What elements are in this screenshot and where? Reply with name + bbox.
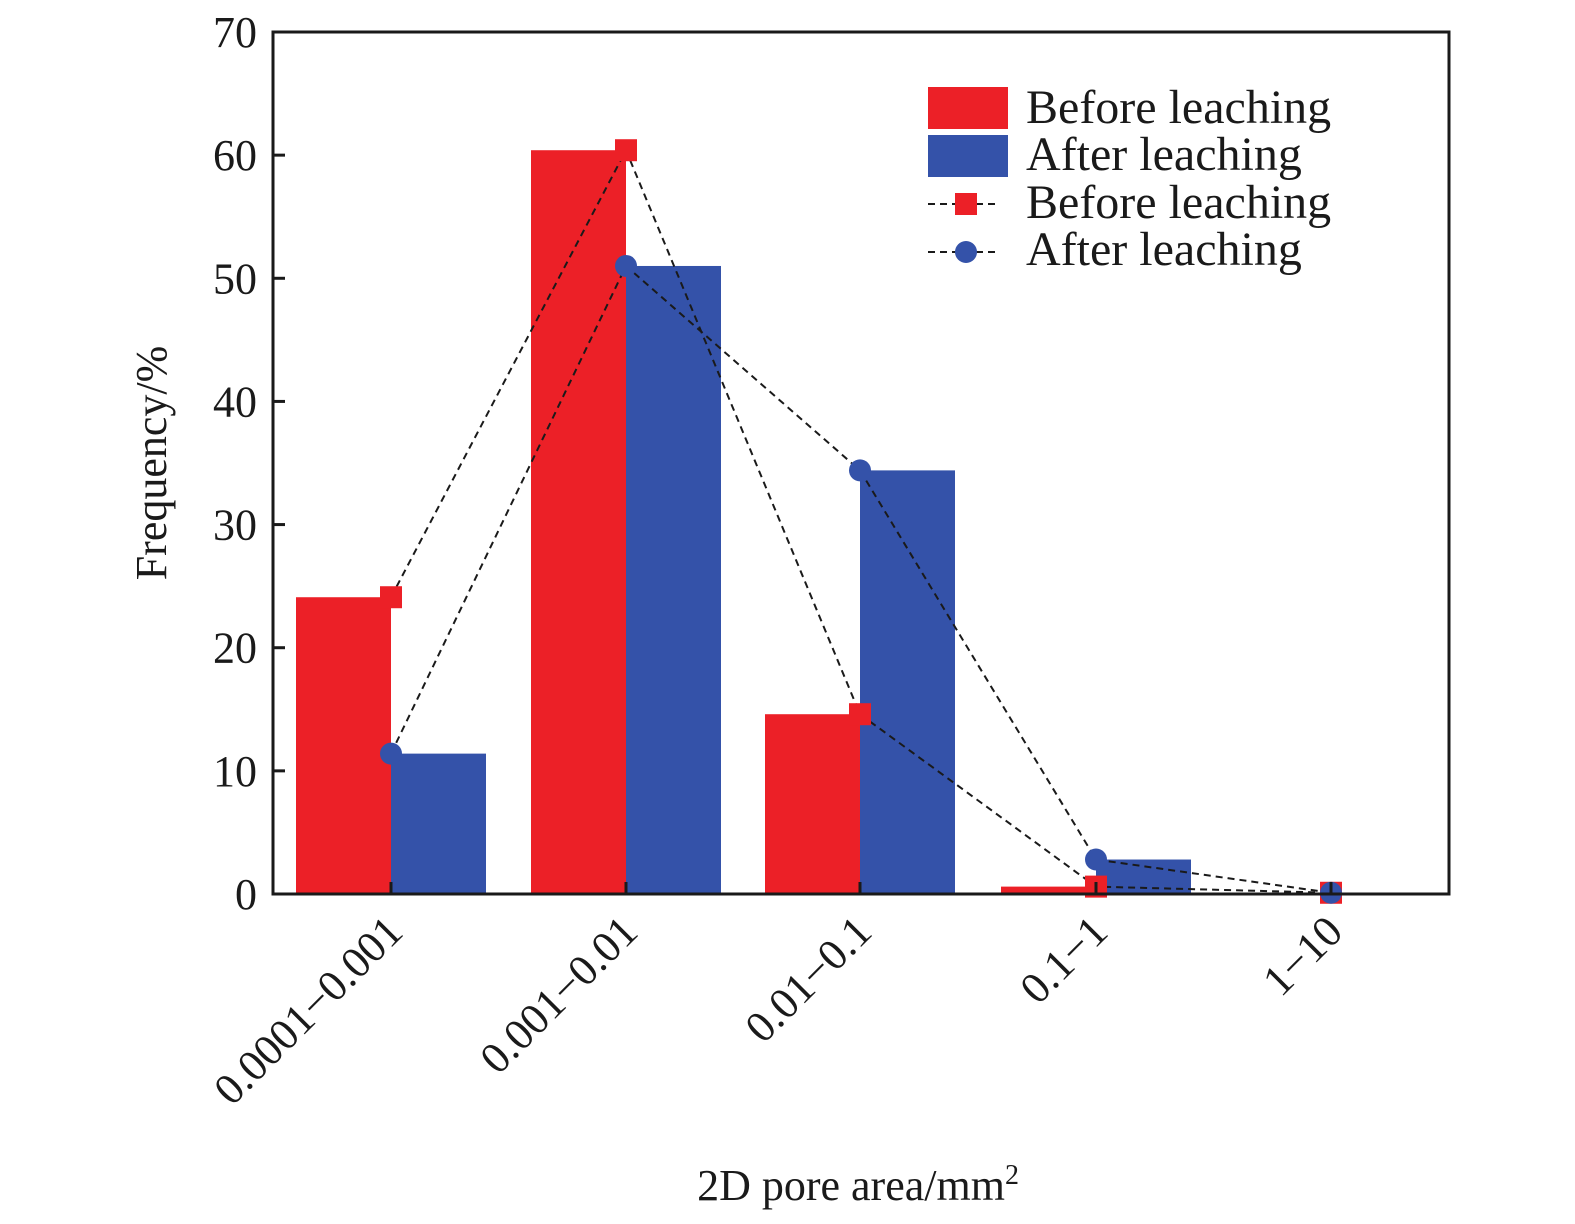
marker-after-1 — [615, 254, 637, 277]
line-before — [390, 147, 1332, 894]
marker-after-0 — [380, 742, 402, 765]
y-tick-label-7: 70 — [213, 8, 257, 57]
legend-label-2: Before leaching — [1026, 176, 1331, 229]
x-tick-label-3: 0.1−1 — [1010, 906, 1117, 1013]
y-tick-label-1: 10 — [213, 747, 257, 796]
y-tick-label-5: 50 — [213, 254, 257, 303]
legend-label-0: Before leaching — [1026, 81, 1331, 134]
legend-label-3: After leaching — [1026, 223, 1302, 276]
x-axis-title-sup: 2 — [1005, 1160, 1019, 1191]
marker-before-1 — [615, 139, 637, 162]
y-tick-label-6: 60 — [213, 131, 257, 180]
marker-before-2 — [849, 703, 871, 726]
x-axis-title: 2D pore area/mm2 — [697, 1160, 1019, 1210]
legend-label-1: After leaching — [1026, 128, 1302, 181]
bar-after-1 — [626, 265, 721, 894]
legend-swatch-after-bar — [928, 135, 1008, 177]
bar-before-3 — [1001, 886, 1096, 894]
marker-before-0 — [380, 586, 402, 609]
bar-before-2 — [765, 714, 860, 894]
x-axis-title-main: 2D pore area/mm — [697, 1161, 1005, 1210]
bar-before-1 — [531, 150, 626, 894]
y-tick-label-3: 30 — [213, 501, 257, 550]
bars-layer — [296, 150, 1426, 894]
marker-after-2 — [849, 459, 871, 482]
y-axis-title: Frequency/% — [127, 346, 176, 581]
x-tick-label-1: 0.001−0.01 — [470, 906, 647, 1083]
legend-marker-before — [955, 193, 977, 215]
x-tick-label-0: 0.0001−0.001 — [204, 906, 412, 1114]
y-tick-label-2: 20 — [213, 624, 257, 673]
x-axis: 0.0001−0.001 0.001−0.01 0.01−0.1 0.1−1 1−10 — [204, 882, 1352, 1114]
y-tick-label-0: 0 — [235, 870, 257, 919]
x-tick-label-2: 0.01−0.1 — [736, 906, 882, 1052]
bar-after-0 — [391, 753, 486, 894]
legend-swatch-before-bar — [928, 87, 1008, 129]
bar-after-2 — [860, 470, 955, 894]
x-tick-label-4: 1−10 — [1253, 906, 1352, 1005]
y-tick-label-4: 40 — [213, 377, 257, 426]
y-axis: 0 10 20 30 40 50 60 70 — [213, 8, 285, 919]
legend-marker-after — [955, 241, 977, 263]
marker-after-3 — [1085, 848, 1107, 871]
bar-before-0 — [296, 597, 391, 894]
